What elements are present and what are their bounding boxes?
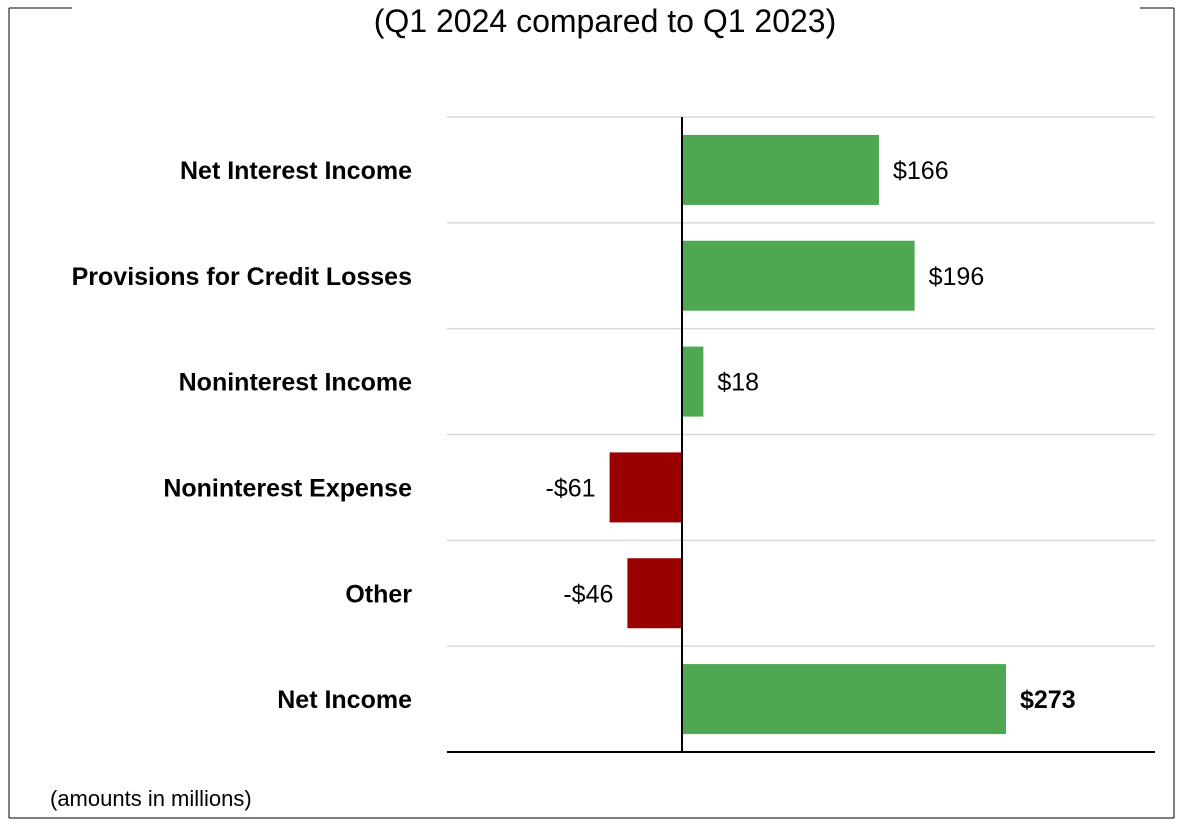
data-label: $166: [893, 157, 949, 185]
bar-noninterest-expense: [609, 452, 682, 523]
category-label: Other: [345, 580, 412, 608]
data-label: -$61: [546, 474, 596, 502]
gridlines: [447, 116, 1155, 753]
data-label: -$46: [563, 580, 613, 608]
category-label: Noninterest Income: [179, 369, 412, 397]
bar-net-interest-income: [682, 134, 880, 205]
category-label: Noninterest Expense: [163, 474, 412, 502]
category-label: Net Income: [277, 686, 412, 714]
labels: Net Interest Income $166 Provisions for Cr…: [72, 117, 1076, 752]
bar-other: [627, 558, 682, 629]
bar-net-income: [682, 664, 1006, 735]
chart-title: (Q1 2024 compared to Q1 2023): [374, 3, 837, 39]
category-label: Provisions for Credit Losses: [72, 263, 412, 291]
data-label: $273: [1020, 686, 1076, 714]
bar-provisions-for-credit-losses: [682, 240, 915, 311]
data-label: $196: [929, 263, 985, 291]
data-label: $18: [717, 369, 759, 397]
amounts-note: (amounts in millions): [50, 786, 252, 811]
bar-noninterest-income: [682, 346, 704, 417]
category-label: Net Interest Income: [180, 157, 412, 185]
bars: [609, 134, 1006, 735]
